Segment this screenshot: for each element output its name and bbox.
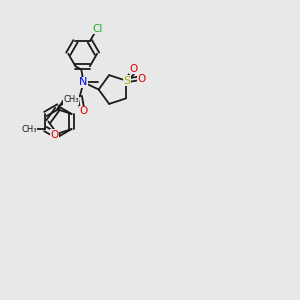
Text: CH₃: CH₃ xyxy=(64,95,79,104)
Text: CH₃: CH₃ xyxy=(21,124,37,134)
Text: N: N xyxy=(80,77,88,87)
Text: O: O xyxy=(51,130,59,140)
Text: O: O xyxy=(79,106,88,116)
Text: O: O xyxy=(129,64,137,74)
Text: Cl: Cl xyxy=(93,24,103,34)
Text: O: O xyxy=(137,74,146,84)
Text: S: S xyxy=(123,76,130,85)
